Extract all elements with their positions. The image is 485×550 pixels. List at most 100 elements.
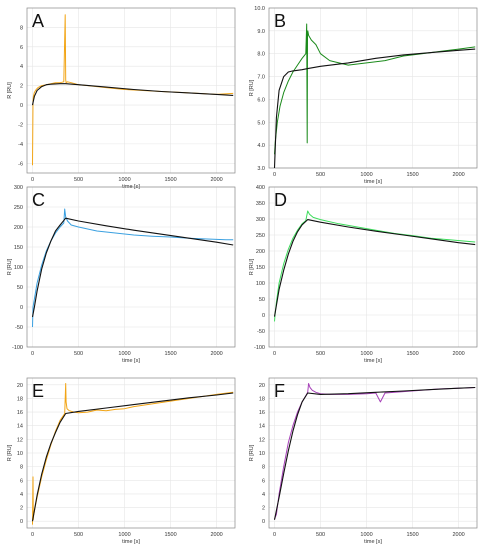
y-tick-label: 50 (259, 297, 265, 303)
series-line-fit (273, 386, 476, 520)
y-tick-label: 14 (17, 424, 23, 430)
y-axis-label: R [RU] (249, 79, 255, 96)
x-tick-label: 2000 (210, 351, 222, 357)
series-line-fit (273, 48, 476, 169)
x-tick-label: 1000 (118, 351, 130, 357)
x-tick-label: 500 (316, 172, 325, 178)
y-tick-label: 350 (256, 201, 265, 207)
x-axis-label: time [s] (364, 539, 382, 545)
x-tick-label: 500 (74, 351, 83, 357)
panel-e: 0 2 4 6 8 10 12 14 16 18 20 0 500 1000 1500 2000 time [s… (7, 377, 236, 545)
series-line-measured (32, 208, 234, 328)
y-tick-label: 3.0 (257, 166, 265, 172)
x-tick-label: 1500 (164, 177, 176, 183)
series-line-measured (274, 383, 476, 520)
x-axis-label: time [s] (122, 358, 140, 364)
panel-letter: F (274, 381, 285, 401)
y-tick-label: -4 (18, 142, 23, 148)
y-tick-label: 18 (259, 396, 265, 402)
y-tick-label: 200 (14, 225, 23, 231)
x-tick-label: 0 (273, 172, 276, 178)
y-tick-label: 14 (259, 424, 265, 430)
x-tick-label: 1000 (360, 172, 372, 178)
panel-letter: C (32, 190, 45, 210)
x-tick-label: 1500 (164, 532, 176, 538)
x-tick-label: 2000 (210, 532, 222, 538)
y-tick-label: 8 (20, 465, 23, 471)
y-tick-label: 8.0 (257, 52, 265, 58)
x-tick-label: 0 (273, 532, 276, 538)
x-tick-label: 2000 (452, 351, 464, 357)
y-tick-label: 8 (20, 25, 23, 31)
panel-letter: B (274, 11, 286, 31)
x-tick-label: 500 (316, 351, 325, 357)
series-line-measured (274, 23, 476, 155)
y-axis-label: R [RU] (249, 258, 255, 275)
y-tick-label: 400 (256, 185, 265, 191)
y-tick-label: -50 (15, 325, 23, 331)
y-tick-label: 4.0 (257, 143, 265, 149)
y-tick-label: 300 (14, 185, 23, 191)
y-tick-label: 150 (14, 245, 23, 251)
y-tick-label: -100 (254, 345, 265, 351)
y-tick-label: 6 (262, 478, 265, 484)
y-tick-label: 12 (259, 437, 265, 443)
y-tick-label: 2 (20, 506, 23, 512)
y-tick-label: 10.0 (254, 6, 265, 12)
panel-c: -100 -50 0 50 100 150 200 250 300 0 500 1000 1500 200… (7, 185, 236, 364)
y-tick-label: -6 (18, 161, 23, 167)
plot-frame (26, 377, 236, 529)
panel-b: 3.0 4.0 5.0 6.0 7.0 8.0 9.0 10.0 0 500 1000 1500 200… (249, 6, 478, 185)
y-tick-label: 7.0 (257, 75, 265, 81)
series-line-measured (32, 14, 234, 166)
y-tick-label: 9.0 (257, 29, 265, 35)
x-tick-label: 0 (31, 532, 34, 538)
y-tick-label: 0 (262, 313, 265, 319)
y-tick-label: -100 (12, 345, 23, 351)
plot-frame (268, 186, 478, 348)
series-line-measured (274, 210, 476, 322)
y-tick-label: -2 (18, 122, 23, 128)
x-tick-label: 500 (74, 177, 83, 183)
y-tick-label: 20 (259, 383, 265, 389)
series-line-fit (31, 83, 234, 106)
x-tick-label: 1000 (360, 351, 372, 357)
y-tick-label: 5.0 (257, 120, 265, 126)
x-axis-label: time [s] (364, 179, 382, 185)
y-tick-label: 100 (256, 281, 265, 287)
y-tick-label: 250 (256, 233, 265, 239)
y-tick-label: 16 (17, 410, 23, 416)
x-tick-label: 1000 (118, 532, 130, 538)
y-tick-label: 0 (262, 519, 265, 525)
y-tick-label: 100 (14, 265, 23, 271)
y-tick-label: 8 (262, 465, 265, 471)
series-line-fit (273, 219, 476, 317)
y-tick-label: 10 (17, 451, 23, 457)
series-line-fit (31, 392, 234, 522)
x-axis-label: time [s] (364, 358, 382, 364)
y-tick-label: 12 (17, 437, 23, 443)
y-axis-label: R [RU] (7, 444, 13, 461)
y-axis-label: R [RU] (7, 258, 13, 275)
plot-frame (26, 186, 236, 348)
y-tick-label: 6 (20, 478, 23, 484)
y-tick-label: 16 (259, 410, 265, 416)
x-tick-label: 1000 (118, 177, 130, 183)
panel-f: 0 2 4 6 8 10 12 14 16 18 20 0 500 1000 1500 2000 time [s… (249, 377, 478, 545)
y-tick-label: 300 (256, 217, 265, 223)
y-tick-label: 0 (20, 103, 23, 109)
y-tick-label: 150 (256, 265, 265, 271)
y-tick-label: 0 (20, 305, 23, 311)
x-axis-label: time [s] (122, 539, 140, 545)
y-axis-label: R [RU] (249, 444, 255, 461)
x-tick-label: 1500 (164, 351, 176, 357)
x-tick-label: 0 (31, 351, 34, 357)
y-tick-label: 4 (20, 64, 23, 70)
y-axis-label: R [RU] (7, 82, 13, 99)
panel-letter: A (32, 11, 44, 31)
x-tick-label: 1500 (406, 532, 418, 538)
panel-d: -100 -50 0 50 100 150 200 250 300 350 400 0 500 1000 1… (249, 185, 478, 364)
x-tick-label: 500 (74, 532, 83, 538)
